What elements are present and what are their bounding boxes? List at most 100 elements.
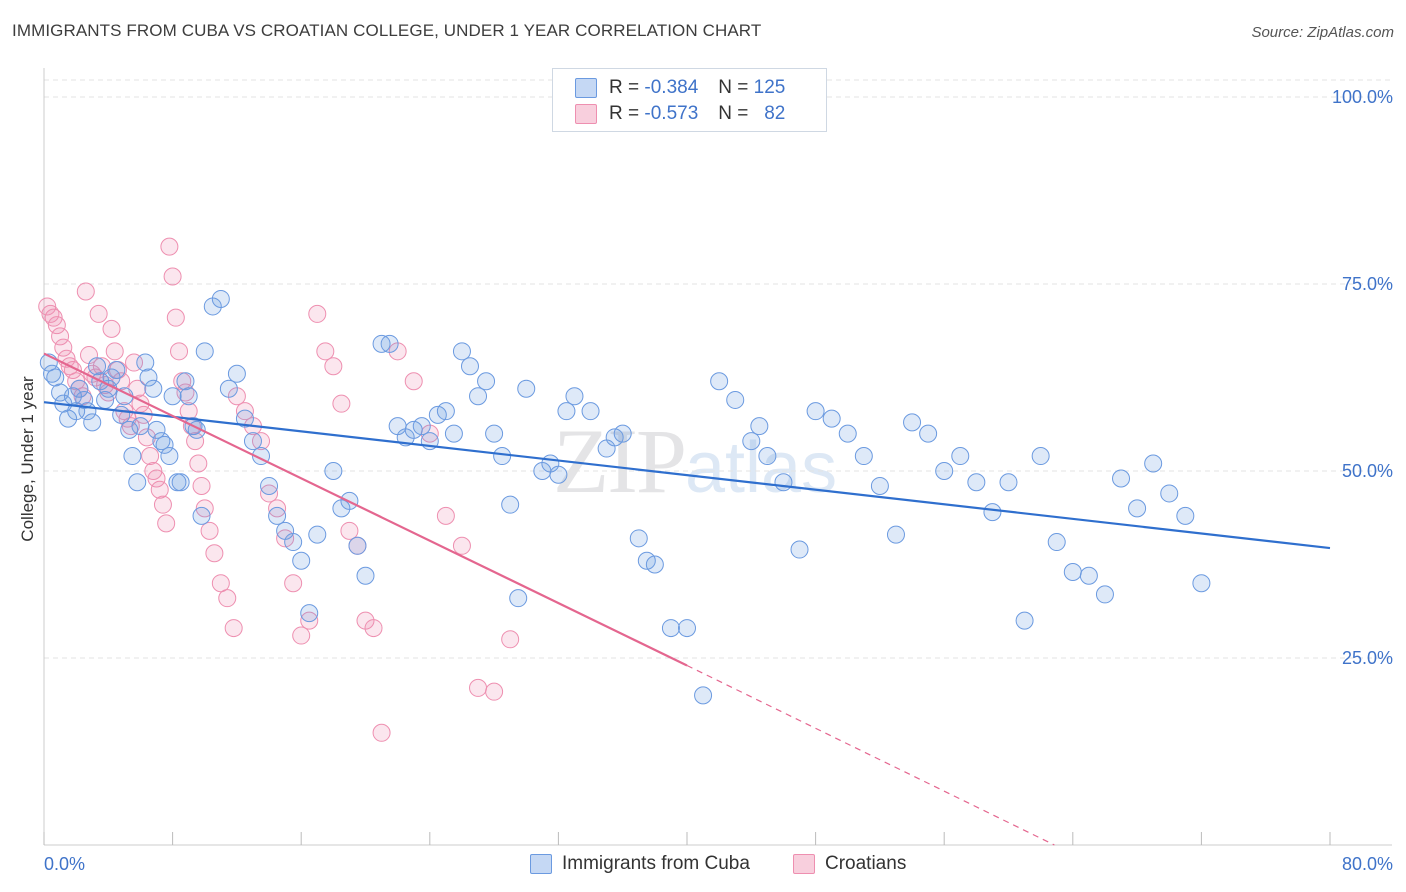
croatians-point — [160, 237, 179, 256]
watermark-zip: ZIP — [553, 410, 687, 512]
cuba-point — [951, 447, 970, 466]
bottom-legend-label-cuba: Immigrants from Cuba — [562, 853, 750, 874]
cuba-point — [75, 390, 94, 409]
croatians-point — [189, 454, 208, 473]
cuba-point — [509, 589, 528, 608]
croatians-point — [89, 304, 108, 323]
cuba-point — [1047, 533, 1066, 552]
cuba-point — [107, 361, 126, 380]
cuba-point — [726, 390, 745, 409]
croatians-point — [260, 484, 279, 503]
croatians-trend-line — [43, 352, 688, 667]
legend-swatch-croatians — [575, 104, 597, 124]
cuba-point — [661, 619, 680, 638]
cuba-point — [485, 424, 504, 443]
cuba-point — [1031, 447, 1050, 466]
y-axis-label: College, Under 1 year — [18, 376, 37, 542]
croatians-point — [218, 589, 237, 608]
cuba-point — [219, 379, 238, 398]
legend-r-label: R = — [609, 77, 640, 98]
cuba-point — [838, 424, 857, 443]
cuba-point — [903, 413, 922, 432]
cuba-point — [935, 462, 954, 480]
croatians-point — [54, 338, 73, 357]
croatians-point — [102, 319, 121, 338]
cuba-point — [1112, 469, 1131, 488]
cuba-point — [581, 402, 600, 421]
cuba-point — [1095, 585, 1114, 604]
cuba-point — [123, 447, 142, 466]
cuba-point — [131, 417, 150, 436]
legend-n-label: N = — [718, 77, 749, 98]
legend-n-value: 125 — [753, 77, 786, 98]
croatians-point — [105, 342, 124, 361]
croatians-point — [501, 630, 520, 649]
croatians-point — [76, 282, 95, 301]
croatians-point — [308, 304, 327, 323]
cuba-point — [88, 357, 107, 376]
croatians-point — [292, 626, 311, 645]
cuba-point — [790, 540, 809, 559]
cuba-point — [227, 364, 246, 383]
cuba-point — [452, 342, 471, 361]
y-tick-label: 50.0% — [1342, 461, 1393, 481]
watermark-atlas: atlas — [685, 428, 838, 508]
croatians-point — [147, 469, 166, 488]
cuba-point — [268, 506, 287, 525]
cuba-point — [163, 387, 182, 406]
cuba-point — [742, 432, 761, 451]
cuba-point — [380, 334, 399, 353]
cuba-point — [1079, 566, 1098, 585]
cuba-point — [870, 476, 889, 495]
croatians-point — [200, 521, 219, 540]
cuba-point — [557, 402, 576, 421]
cuba-point — [678, 619, 696, 638]
legend-r-value: -0.573 — [644, 103, 699, 124]
y-tick-label: 100.0% — [1332, 87, 1393, 107]
bottom-legend-swatch-croatians — [793, 854, 815, 874]
cuba-point — [155, 435, 174, 454]
legend-n-value: 82 — [764, 103, 786, 124]
cuba-point — [171, 473, 190, 492]
croatians-point — [47, 316, 66, 335]
cuba-point — [83, 413, 102, 432]
croatians-point — [157, 514, 176, 533]
cuba-point — [517, 379, 536, 398]
cuba-point — [308, 525, 327, 544]
croatians-point — [192, 476, 211, 495]
y-tick-label: 25.0% — [1342, 648, 1393, 668]
cuba-point — [565, 387, 584, 406]
croatians-point — [268, 499, 287, 518]
croatians-trend-extension — [686, 664, 1055, 846]
cuba-point — [694, 686, 713, 705]
cuba-point — [750, 417, 769, 436]
croatians-point — [452, 536, 471, 555]
cuba-point — [822, 409, 841, 428]
cuba-point — [144, 379, 163, 398]
cuba-point — [806, 402, 825, 421]
cuba-point — [967, 473, 986, 492]
legend-row-cuba: R = -0.384 N = 125 — [575, 76, 785, 100]
cuba-point — [300, 604, 319, 623]
croatians-point — [224, 619, 243, 638]
cuba-point — [147, 420, 166, 439]
cuba-point — [128, 473, 147, 492]
legend-r-value: -0.384 — [644, 77, 699, 98]
cuba-point — [629, 529, 648, 548]
cuba-point — [1160, 484, 1179, 503]
cuba-point — [211, 289, 230, 308]
cuba-point — [919, 424, 938, 443]
croatians-point — [137, 428, 156, 447]
trend-lines — [43, 352, 1331, 846]
croatians-point — [163, 267, 182, 286]
croatians-point — [186, 432, 205, 451]
bottom-legend-swatch-cuba — [530, 854, 552, 874]
watermark: ZIPatlas — [553, 408, 837, 514]
cuba-point — [136, 353, 155, 372]
croatians-point — [300, 611, 319, 630]
cuba-point — [493, 447, 512, 466]
cuba-point — [348, 536, 367, 555]
chart-title: IMMIGRANTS FROM CUBA VS CROATIAN COLLEGE… — [12, 21, 762, 40]
cuba-point — [120, 420, 139, 439]
cuba-point — [1015, 611, 1034, 630]
